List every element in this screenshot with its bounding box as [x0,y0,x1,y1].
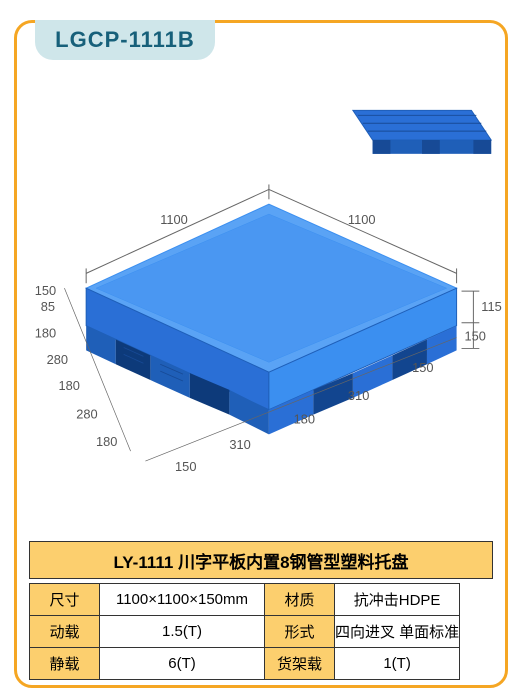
spec-label: 动载 [30,616,100,648]
spec-row: 静载6(T)货架载1(T) [30,648,460,680]
spec-value: 四向进叉 单面标准 [335,616,460,648]
dim-l2: 180 [35,326,56,341]
dim-l0: 150 [35,283,56,298]
dim-l1: 85 [41,299,55,314]
spec-label: 货架载 [265,648,335,680]
spec-label: 材质 [265,584,335,616]
dim-top-left: 1100 [160,212,188,227]
spec-value: 1.5(T) [100,616,265,648]
pallet-small [353,110,491,153]
spec-row: 尺寸1100×1100×150mm材质抗冲击HDPE [30,584,460,616]
dim-b3: 310 [348,388,369,403]
pallet-main [86,204,456,434]
dim-r1: 150 [464,329,485,344]
dim-b0: 150 [175,459,196,474]
dim-r0: 115 [481,299,501,314]
dim-l4: 180 [58,378,79,393]
spec-tbody: 尺寸1100×1100×150mm材质抗冲击HDPE动载1.5(T)形式四向进叉… [30,584,460,680]
dim-top-right: 1100 [348,212,376,227]
product-title: LY-1111 川字平板内置8钢管型塑料托盘 [113,548,408,573]
spec-label: 形式 [265,616,335,648]
spec-value: 6(T) [100,648,265,680]
spec-table: 尺寸1100×1100×150mm材质抗冲击HDPE动载1.5(T)形式四向进叉… [29,583,460,680]
spec-value: 1100×1100×150mm [100,584,265,616]
pallet-diagram: 1100 1100 150 85 180 280 180 280 180 115… [17,73,505,533]
spec-label: 尺寸 [30,584,100,616]
dim-l6: 180 [96,434,117,449]
dim-l3: 280 [47,352,68,367]
model-code: LGCP-1111B [55,27,195,53]
spec-value: 抗冲击HDPE [335,584,460,616]
dim-l5: 280 [76,407,97,422]
diagram-svg: 1100 1100 150 85 180 280 180 280 180 115… [17,73,505,533]
product-card: LGCP-1111B [14,20,508,688]
dim-b1: 310 [229,437,250,452]
spec-value: 1(T) [335,648,460,680]
dim-b2: 180 [294,412,315,427]
dim-b4: 150 [412,360,433,375]
product-title-bar: LY-1111 川字平板内置8钢管型塑料托盘 [29,541,493,579]
spec-label: 静载 [30,648,100,680]
spec-row: 动载1.5(T)形式四向进叉 单面标准 [30,616,460,648]
model-code-tab: LGCP-1111B [35,20,215,60]
